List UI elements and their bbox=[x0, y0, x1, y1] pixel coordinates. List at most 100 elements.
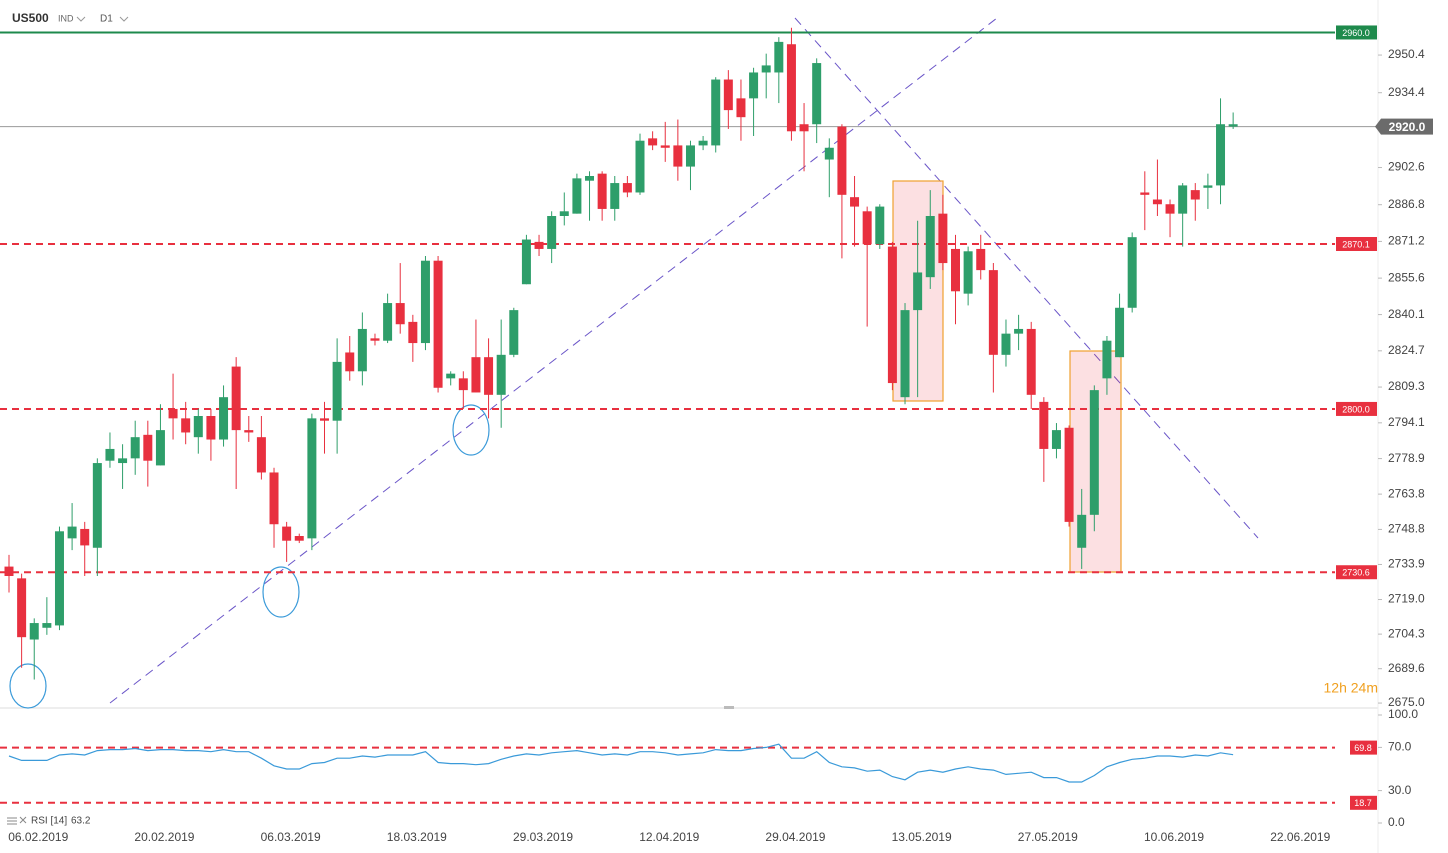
candle-body bbox=[1051, 430, 1061, 449]
candle-body bbox=[887, 246, 897, 384]
candle-body bbox=[1152, 199, 1162, 205]
candle-body bbox=[17, 578, 27, 638]
candle-body bbox=[534, 241, 544, 249]
y-tick-label: 2704.3 bbox=[1388, 626, 1425, 640]
timeframe[interactable]: D1 bbox=[100, 14, 113, 25]
candle-body bbox=[118, 458, 128, 464]
candle-body bbox=[1102, 340, 1112, 379]
y-tick-label: 2763.8 bbox=[1388, 486, 1425, 500]
level-label: 18.7 bbox=[1354, 798, 1372, 808]
y-tick-label: 2809.3 bbox=[1388, 379, 1425, 393]
candle-body bbox=[219, 397, 229, 440]
close-icon[interactable] bbox=[19, 816, 27, 824]
current-price-pointer bbox=[1375, 118, 1381, 135]
resize-handle[interactable] bbox=[724, 706, 734, 709]
y-tick-label: 2840.1 bbox=[1388, 307, 1425, 321]
candle-body bbox=[1064, 427, 1074, 522]
candle-body bbox=[1077, 514, 1087, 548]
candle-body bbox=[685, 145, 695, 167]
candle-body bbox=[231, 366, 241, 431]
candle-body bbox=[269, 472, 279, 525]
y-tick-label: 2778.9 bbox=[1388, 451, 1425, 465]
circle-marker bbox=[452, 404, 490, 456]
x-tick-label: 13.05.2019 bbox=[892, 830, 952, 844]
y-tick-label: 2886.8 bbox=[1388, 197, 1425, 211]
candle-body bbox=[925, 216, 935, 278]
indicator-value: 63.2 bbox=[71, 816, 91, 827]
circle-marker bbox=[262, 566, 300, 618]
candle-body bbox=[610, 183, 620, 209]
candle-body bbox=[698, 140, 708, 146]
candle-body bbox=[749, 72, 759, 99]
candle-body bbox=[1127, 237, 1137, 308]
y-tick-label: 2950.4 bbox=[1388, 47, 1425, 61]
candle-body bbox=[4, 566, 14, 576]
candle-body bbox=[786, 44, 796, 132]
candle-body bbox=[812, 63, 822, 125]
x-tick-label: 27.05.2019 bbox=[1018, 830, 1078, 844]
candle-body bbox=[155, 430, 165, 466]
candle-body bbox=[824, 147, 834, 160]
candle-body bbox=[471, 357, 481, 393]
candle-body bbox=[963, 251, 973, 294]
dropdown-arrow[interactable] bbox=[119, 16, 129, 22]
candle-body bbox=[509, 310, 519, 355]
level-label: 69.8 bbox=[1354, 743, 1372, 753]
candle-timer: 12h 24m bbox=[1324, 680, 1378, 696]
x-tick-label: 29.04.2019 bbox=[765, 830, 825, 844]
menu-icon[interactable] bbox=[7, 817, 17, 825]
level-label: 2870.1 bbox=[1342, 239, 1370, 249]
y-tick-label: 2689.6 bbox=[1388, 661, 1425, 675]
candle-body bbox=[307, 418, 317, 539]
y-tick-label: 2675.0 bbox=[1388, 695, 1425, 709]
level-label-bg bbox=[1336, 237, 1377, 251]
dropdown-arrow[interactable] bbox=[76, 16, 86, 22]
indicator-title: RSI [14] bbox=[31, 816, 67, 827]
candle-body bbox=[774, 41, 784, 73]
candle-body bbox=[282, 526, 292, 541]
symbol[interactable]: US500 bbox=[12, 11, 49, 25]
level-label: 2800.0 bbox=[1342, 404, 1370, 414]
candle-body bbox=[458, 378, 468, 391]
x-tick-label: 29.03.2019 bbox=[513, 830, 573, 844]
y-tick-label: 2824.7 bbox=[1388, 343, 1425, 357]
candle-body bbox=[673, 145, 683, 167]
y-tick-label: 2855.6 bbox=[1388, 270, 1425, 284]
candle-body bbox=[383, 303, 393, 341]
candle-body bbox=[572, 178, 582, 214]
y-tick-label: 70.0 bbox=[1388, 740, 1412, 754]
candle-body bbox=[193, 416, 203, 438]
annotations bbox=[9, 17, 1259, 709]
candle-body bbox=[42, 623, 52, 628]
candle-body bbox=[420, 260, 430, 344]
candle-body bbox=[622, 183, 632, 193]
candle-body bbox=[446, 373, 456, 379]
candle-body bbox=[850, 197, 860, 207]
candle-body bbox=[1178, 185, 1188, 214]
level-label-bg bbox=[1350, 795, 1377, 810]
trend-line bbox=[794, 17, 1259, 539]
candle-body bbox=[736, 98, 746, 118]
candle-body bbox=[837, 126, 847, 195]
y-tick-label: 30.0 bbox=[1388, 783, 1412, 797]
current-price-bg bbox=[1381, 118, 1433, 135]
candle-body bbox=[496, 354, 506, 395]
candle-body bbox=[294, 536, 304, 541]
y-tick-label: 2934.4 bbox=[1388, 85, 1425, 99]
candle-body bbox=[1165, 204, 1175, 214]
candle-body bbox=[181, 418, 191, 433]
candle-body bbox=[1115, 307, 1125, 358]
candle-body bbox=[799, 124, 809, 132]
level-label-bg bbox=[1336, 25, 1377, 40]
circle-marker bbox=[9, 663, 47, 709]
candle-body bbox=[585, 176, 595, 181]
y-tick-label: 2871.2 bbox=[1388, 234, 1425, 248]
level-label-bg bbox=[1336, 565, 1377, 580]
candle-body bbox=[976, 248, 986, 271]
candle-body bbox=[711, 79, 721, 146]
market[interactable]: IND bbox=[58, 13, 74, 23]
level-label: 2960.0 bbox=[1342, 28, 1370, 38]
candle-body bbox=[938, 213, 948, 264]
